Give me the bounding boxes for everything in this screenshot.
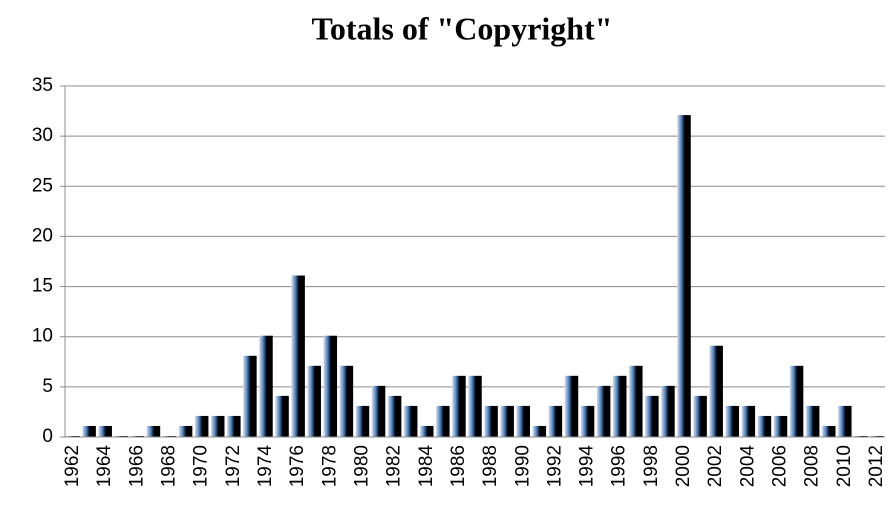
bar: [548, 405, 563, 437]
bar: [420, 425, 434, 437]
x-tick-label: 1978: [319, 445, 340, 487]
x-tick-label: 2002: [705, 445, 726, 487]
bar: [645, 395, 659, 437]
bar: [259, 335, 273, 437]
x-tick-label: 1986: [448, 445, 469, 487]
bar: [371, 385, 386, 437]
bar: [725, 405, 740, 437]
y-tick-label: 5: [42, 376, 53, 397]
bar: [436, 405, 450, 437]
x-tick-label: 1966: [126, 445, 147, 487]
x-tick-label: 1994: [577, 445, 598, 488]
y-tick-label: 35: [32, 75, 53, 96]
x-tick-label: 1962: [62, 445, 83, 487]
bar: [629, 365, 643, 437]
chart-title: Totals of "Copyright": [311, 10, 612, 46]
x-tick-label: 1998: [641, 445, 662, 487]
bar: [403, 405, 418, 437]
bar: [243, 355, 257, 437]
x-tick-label: 1970: [191, 445, 212, 487]
bar: [564, 375, 579, 437]
bar: [178, 425, 193, 437]
bar: [468, 375, 482, 437]
y-tick-label: 0: [42, 426, 53, 447]
x-tick-label: 2000: [673, 445, 694, 487]
bar: [210, 415, 225, 437]
bar: [612, 375, 627, 437]
bar: [194, 415, 209, 437]
bar: [821, 425, 836, 437]
bar: [693, 395, 707, 437]
y-tick-label: 15: [32, 276, 53, 297]
bar: [339, 365, 354, 437]
bar: [355, 405, 370, 437]
bar: [307, 365, 321, 437]
x-tick-label: 1972: [223, 445, 244, 487]
bar: [661, 385, 675, 437]
bar: [387, 395, 402, 437]
y-tick-label: 20: [32, 225, 53, 246]
x-tick-label: 1982: [384, 445, 405, 487]
bar: [516, 405, 530, 437]
x-tick-label: 1992: [544, 445, 565, 487]
bar: [82, 425, 96, 437]
bar: [291, 275, 305, 437]
x-tick-label: 1968: [159, 445, 180, 487]
bar: [805, 405, 820, 437]
bar: [484, 405, 498, 437]
bar: [98, 425, 112, 437]
bar: [596, 385, 611, 437]
bar: [838, 405, 852, 437]
bar: [275, 395, 289, 437]
x-tick-label: 2008: [802, 445, 823, 487]
x-tick-label: 1964: [94, 445, 115, 488]
bar: [227, 415, 241, 437]
bar: [741, 405, 756, 437]
bar: [773, 415, 788, 437]
bar: [452, 375, 466, 437]
x-tick-label: 1990: [512, 445, 533, 487]
bar: [789, 365, 804, 437]
x-tick-label: 1996: [609, 445, 630, 487]
bar: [709, 345, 723, 437]
x-tick-label: 2006: [770, 445, 791, 487]
x-tick-label: 2012: [866, 445, 887, 487]
x-tick-label: 1980: [351, 445, 372, 487]
bar: [323, 335, 338, 437]
x-tick-label: 1976: [287, 445, 308, 487]
y-tick-label: 25: [32, 175, 53, 196]
y-tick-label: 10: [32, 326, 53, 347]
y-tick-label: 30: [32, 125, 53, 146]
bar: [532, 425, 547, 437]
x-tick-label: 1988: [480, 445, 501, 487]
x-tick-label: 2010: [834, 445, 855, 487]
x-tick-label: 1984: [416, 445, 437, 488]
bar: [146, 425, 161, 437]
x-tick-label: 1974: [255, 445, 276, 488]
bar: [677, 115, 691, 437]
bar: [757, 415, 772, 437]
x-tick-label: 2004: [737, 445, 758, 488]
bar: [500, 405, 514, 437]
bar: [580, 405, 595, 437]
